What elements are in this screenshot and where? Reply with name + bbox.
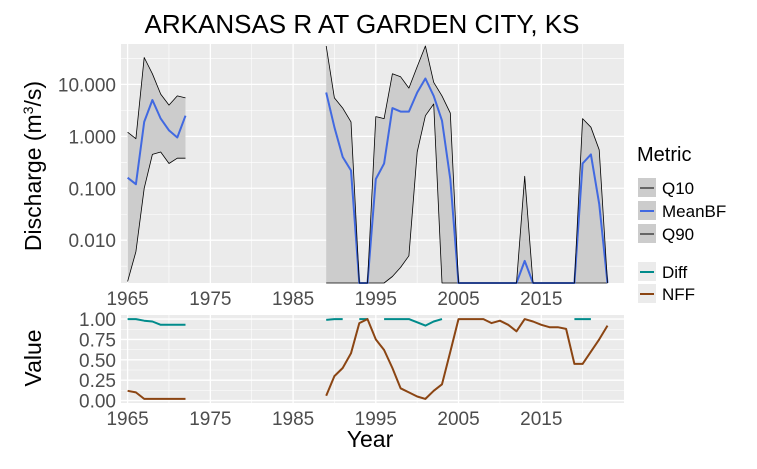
series-line-q10 — [326, 103, 608, 284]
x-tick-label: 2005 — [437, 289, 479, 310]
x-tick-label: 1995 — [355, 289, 397, 310]
y-tick-label: 0.50 — [79, 351, 116, 372]
x-tick-label: 1965 — [106, 289, 148, 310]
value-panel: 0.000.250.500.751.00 1965 1975 1985 1995 200… — [79, 310, 624, 430]
series-line-meanbf — [126, 99, 187, 186]
series-line-q90 — [127, 57, 186, 140]
series-line-diff — [326, 318, 343, 321]
x-tick-label: 2015 — [520, 289, 562, 310]
legend-label-meanbf: MeanBF — [662, 202, 726, 221]
series-line-q90 — [325, 45, 608, 284]
chart-title: ARKANSAS R AT GARDEN CITY, KS — [145, 9, 580, 39]
series-line-diff — [127, 318, 186, 326]
discharge-panel: 0.010 0.100 1.000 10.000 1965 1975 1985 1995 20… — [58, 44, 624, 310]
legend-label-diff: Diff — [662, 263, 687, 282]
legend-title: Metric — [637, 144, 691, 166]
series-line-q10 — [127, 151, 186, 282]
y-tick-label: 0.25 — [79, 371, 116, 392]
legend-label-nff: NFF — [662, 285, 695, 304]
discharge-lines — [126, 45, 609, 284]
ylabel-superscript: 3 — [20, 106, 36, 114]
y-tick-label: 0.00 — [79, 392, 116, 413]
x-tick-label: 1975 — [189, 289, 231, 310]
x-tick-label: 1975 — [189, 409, 231, 430]
discharge-y-tick-labels: 0.010 0.100 1.000 10.000 — [58, 75, 116, 252]
legend-metric: Metric Q10 MeanBF Q90 — [637, 144, 726, 244]
legend-label-q90: Q90 — [662, 225, 694, 244]
x-tick-label: 1995 — [355, 409, 397, 430]
x-tick-label: 1985 — [272, 289, 314, 310]
x-tick-label: 2005 — [437, 409, 479, 430]
series-line-nff — [325, 318, 609, 400]
value-lines — [127, 318, 609, 400]
value-y-tick-labels: 0.000.250.500.751.00 — [79, 310, 116, 412]
ylabel-base: Discharge (m — [20, 114, 46, 251]
q10-q90-ribbon — [326, 46, 608, 283]
x-axis-label: Year — [347, 426, 394, 452]
series-line-diff — [384, 318, 443, 327]
y-tick-label: 0.100 — [68, 179, 116, 200]
legend-label-q10: Q10 — [662, 179, 694, 198]
series-line-nff — [127, 389, 186, 400]
value-y-axis-label: Value — [20, 329, 46, 386]
value-panel-background — [121, 315, 624, 403]
x-tick-label: 1965 — [106, 409, 148, 430]
x-tick-label: 2015 — [520, 409, 562, 430]
legend-value: Diff NFF — [638, 262, 695, 304]
ylabel-tail: /s) — [20, 81, 46, 107]
y-tick-label: 1.00 — [79, 310, 116, 331]
y-tick-label: 0.010 — [68, 231, 116, 252]
y-tick-label: 0.75 — [79, 330, 116, 351]
y-tick-label: 1.000 — [68, 127, 116, 148]
discharge-ribbons — [127, 46, 608, 283]
value-x-tick-labels: 1965 1975 1985 1995 2005 2015 — [106, 409, 562, 430]
discharge-x-tick-labels: 1965 1975 1985 1995 2005 2015 — [106, 289, 562, 310]
q10-q90-ribbon — [127, 57, 186, 282]
x-tick-label: 1985 — [272, 409, 314, 430]
y-tick-label: 10.000 — [58, 75, 116, 96]
discharge-y-axis-label: Discharge (m3/s) — [20, 81, 46, 251]
